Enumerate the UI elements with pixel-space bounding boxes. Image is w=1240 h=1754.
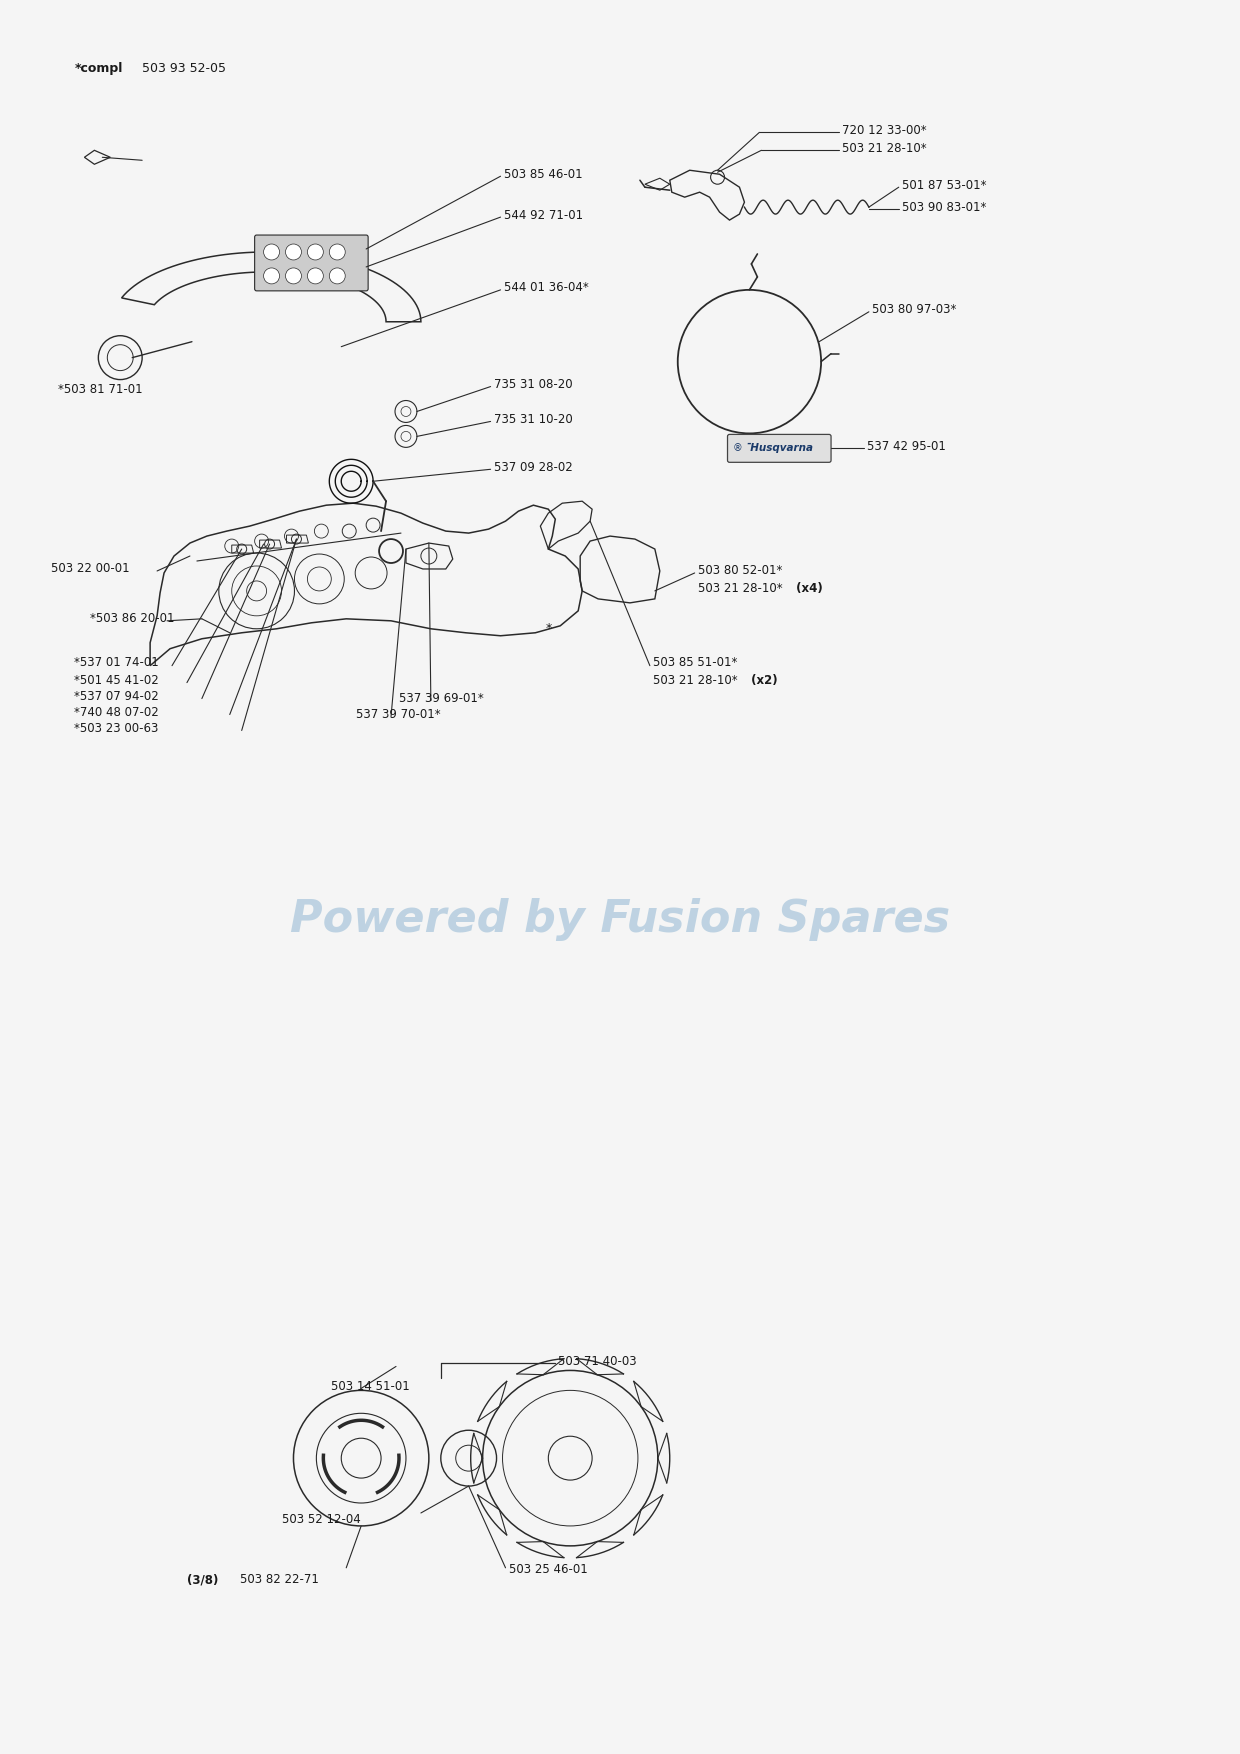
Text: (x2): (x2) <box>748 674 777 688</box>
Text: 537 09 28-02: 537 09 28-02 <box>494 461 573 474</box>
Text: *: * <box>546 623 552 635</box>
Circle shape <box>330 268 345 284</box>
Circle shape <box>264 268 279 284</box>
Text: 503 80 97-03*: 503 80 97-03* <box>872 303 956 316</box>
Text: 503 22 00-01: 503 22 00-01 <box>51 563 129 575</box>
Text: *compl: *compl <box>74 61 123 75</box>
Text: 503 85 51-01*: 503 85 51-01* <box>652 656 738 670</box>
Text: 503 93 52-05: 503 93 52-05 <box>143 61 226 75</box>
Text: Powered by Fusion Spares: Powered by Fusion Spares <box>290 898 950 942</box>
Text: 503 21 28-10*: 503 21 28-10* <box>652 674 738 688</box>
Text: 503 25 46-01: 503 25 46-01 <box>508 1563 588 1577</box>
Text: 735 31 08-20: 735 31 08-20 <box>494 379 572 391</box>
Text: 503 80 52-01*: 503 80 52-01* <box>698 565 782 577</box>
Text: 503 21 28-10*: 503 21 28-10* <box>698 582 782 595</box>
Text: 537 42 95-01: 537 42 95-01 <box>867 440 946 453</box>
Text: 544 01 36-04*: 544 01 36-04* <box>503 281 588 295</box>
Text: 503 71 40-03: 503 71 40-03 <box>558 1354 637 1368</box>
Text: 720 12 33-00*: 720 12 33-00* <box>842 125 926 137</box>
Circle shape <box>285 244 301 260</box>
Text: 503 90 83-01*: 503 90 83-01* <box>901 200 986 214</box>
Circle shape <box>264 244 279 260</box>
Text: 537 39 69-01*: 537 39 69-01* <box>399 693 484 705</box>
Text: 503 52 12-04: 503 52 12-04 <box>281 1514 361 1526</box>
Text: *740 48 07-02: *740 48 07-02 <box>74 707 159 719</box>
FancyBboxPatch shape <box>728 435 831 463</box>
Circle shape <box>308 244 324 260</box>
Circle shape <box>308 268 324 284</box>
Text: ®: ® <box>733 444 743 453</box>
Text: *503 86 20-01: *503 86 20-01 <box>91 612 175 626</box>
Text: 503 85 46-01: 503 85 46-01 <box>503 168 582 181</box>
Text: 544 92 71-01: 544 92 71-01 <box>503 209 583 221</box>
Text: (x4): (x4) <box>792 582 823 595</box>
Text: 503 14 51-01: 503 14 51-01 <box>331 1380 410 1393</box>
Text: *503 81 71-01: *503 81 71-01 <box>57 382 143 396</box>
Text: 503 82 22-71: 503 82 22-71 <box>239 1573 319 1586</box>
Text: 503 21 28-10*: 503 21 28-10* <box>842 142 926 154</box>
Text: ¯Husqvarna: ¯Husqvarna <box>745 444 813 453</box>
FancyBboxPatch shape <box>254 235 368 291</box>
Text: *503 23 00-63: *503 23 00-63 <box>74 723 159 735</box>
Text: (3/8): (3/8) <box>187 1573 222 1586</box>
Text: *537 01 74-01: *537 01 74-01 <box>74 656 159 670</box>
Text: 501 87 53-01*: 501 87 53-01* <box>901 179 986 191</box>
Circle shape <box>330 244 345 260</box>
Text: *501 45 41-02: *501 45 41-02 <box>74 674 159 688</box>
Text: *537 07 94-02: *537 07 94-02 <box>74 689 159 703</box>
Text: 735 31 10-20: 735 31 10-20 <box>494 412 573 426</box>
Circle shape <box>285 268 301 284</box>
Text: 537 39 70-01*: 537 39 70-01* <box>356 709 440 721</box>
